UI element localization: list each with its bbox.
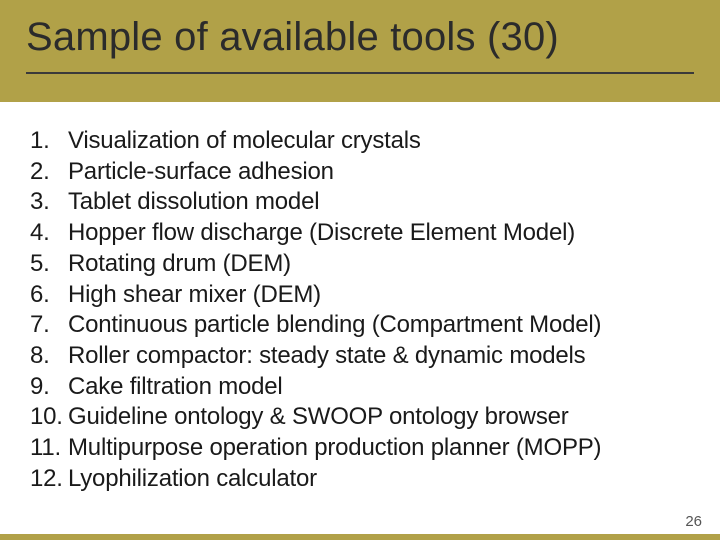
list-item: Cake filtration model: [30, 372, 680, 403]
list-item: Multipurpose operation production planne…: [30, 433, 680, 464]
list-item: Particle-surface adhesion: [30, 157, 680, 188]
list-item: Guideline ontology & SWOOP ontology brow…: [30, 402, 680, 433]
list-item: Lyophilization calculator: [30, 464, 680, 495]
tool-list: Visualization of molecular crystals Part…: [30, 126, 680, 495]
list-item: Hopper flow discharge (Discrete Element …: [30, 218, 680, 249]
slide: Sample of available tools (30) Visualiza…: [0, 0, 720, 540]
list-item: Tablet dissolution model: [30, 187, 680, 218]
list-area: Visualization of molecular crystals Part…: [30, 126, 680, 495]
list-item: Roller compactor: steady state & dynamic…: [30, 341, 680, 372]
footer-bar: [0, 534, 720, 540]
slide-title: Sample of available tools (30): [26, 15, 559, 60]
title-underline: [26, 72, 694, 74]
list-item: Continuous particle blending (Compartmen…: [30, 310, 680, 341]
list-item: Rotating drum (DEM): [30, 249, 680, 280]
list-item: High shear mixer (DEM): [30, 280, 680, 311]
list-item: Visualization of molecular crystals: [30, 126, 680, 157]
page-number: 26: [685, 513, 702, 530]
